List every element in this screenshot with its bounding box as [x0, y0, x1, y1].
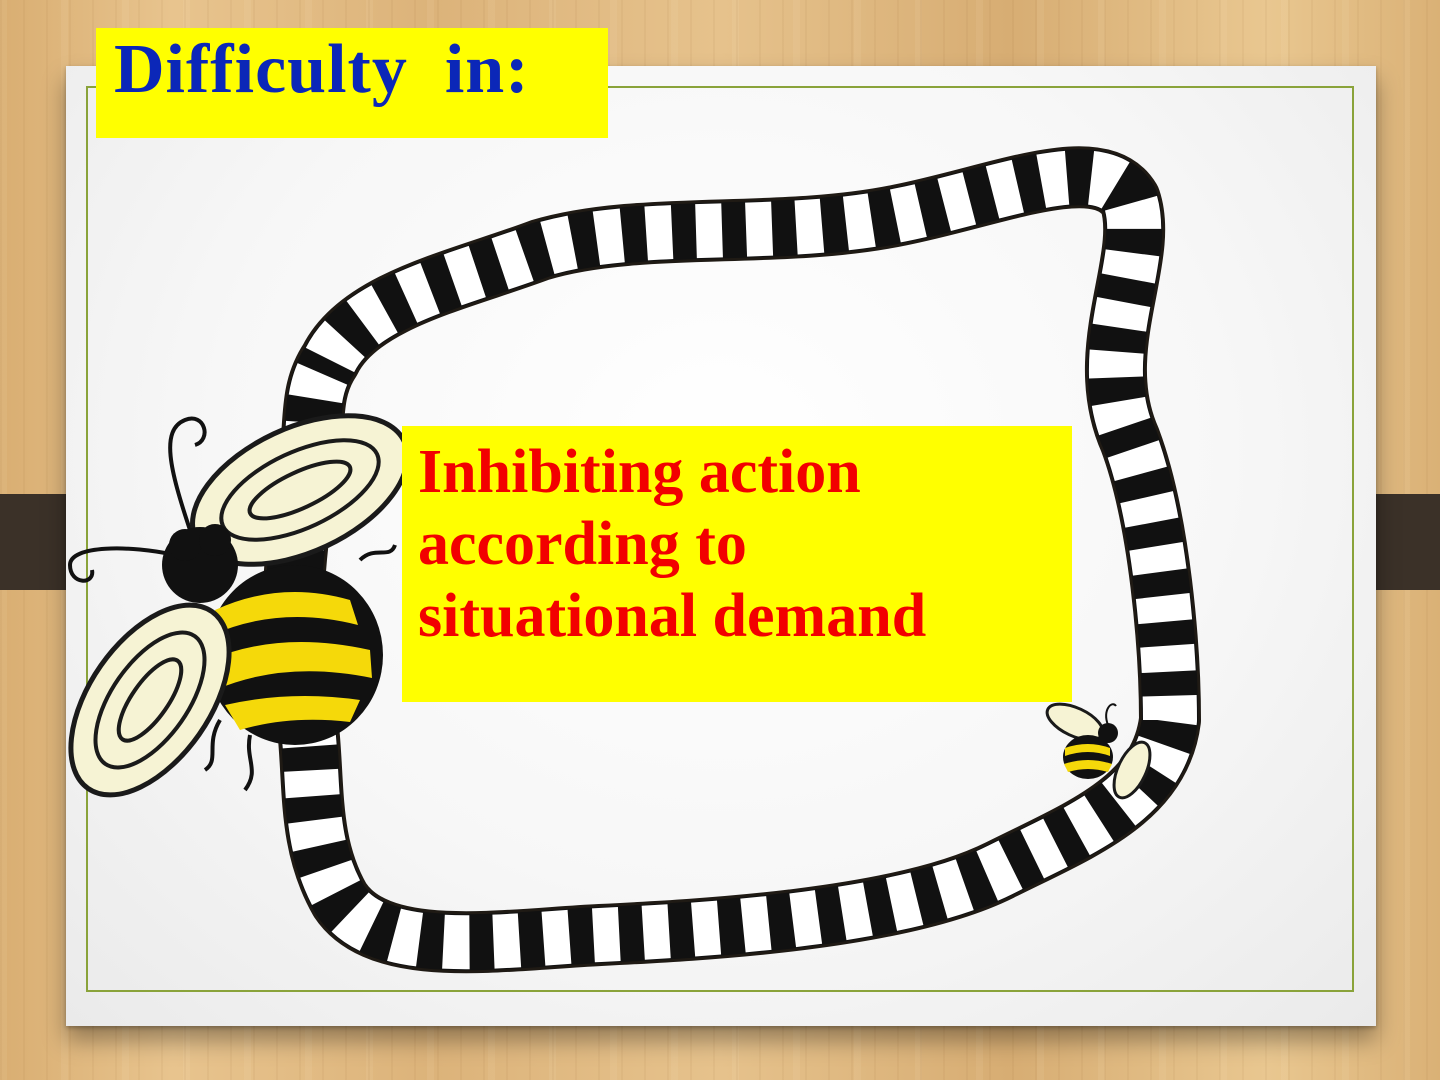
slide-inner-border: [86, 86, 1354, 992]
body-line-3: situational demand: [418, 582, 927, 650]
title-highlight-box: Difficulty in:: [96, 28, 608, 138]
body-line-1: Inhibiting action: [418, 438, 861, 506]
slide-title: Difficulty in:: [114, 31, 530, 108]
body-line-2: according to: [418, 510, 747, 578]
body-highlight-box: Inhibiting action according to situation…: [402, 426, 1072, 702]
slide-body-text: Inhibiting action according to situation…: [418, 436, 1068, 652]
bee-small-icon: [1045, 702, 1152, 800]
bee-large-icon: [67, 413, 410, 798]
